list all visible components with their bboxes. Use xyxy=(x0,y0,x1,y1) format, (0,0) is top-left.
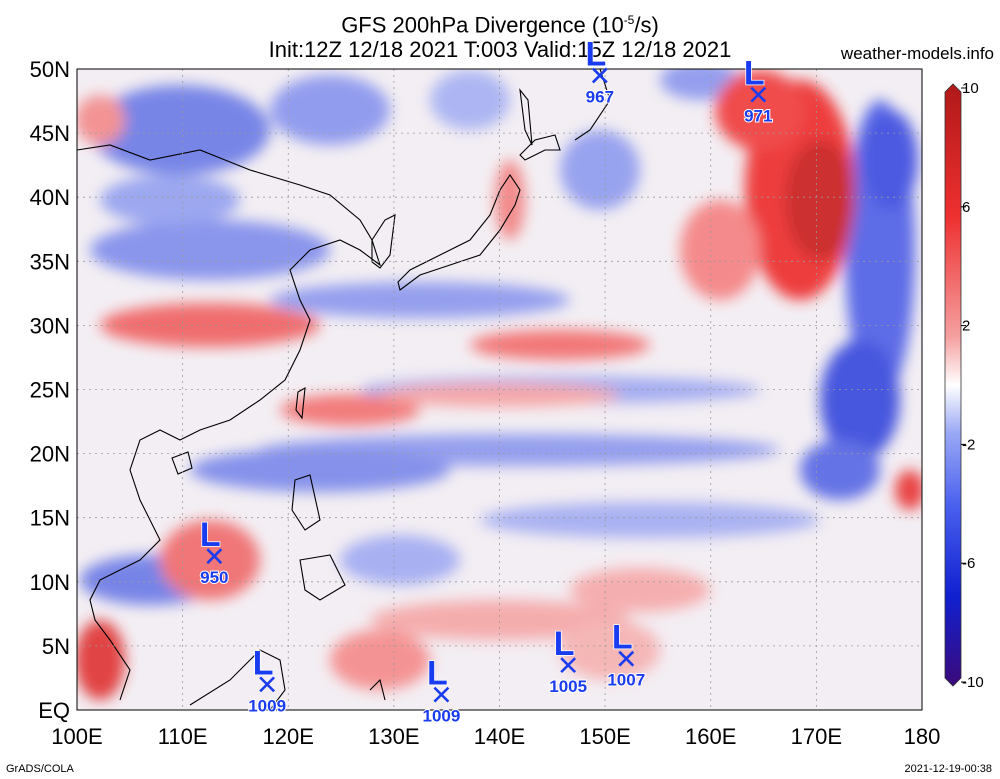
low-pressure-value: 967 xyxy=(586,87,614,106)
low-letter: L xyxy=(612,619,633,657)
asia-coast xyxy=(77,144,382,701)
low-letter: L xyxy=(200,516,221,554)
site-credit: weather-models.info xyxy=(840,44,994,63)
lat-label: 25N xyxy=(30,378,70,403)
lon-label: 120E xyxy=(263,724,314,749)
low-center-mark xyxy=(618,650,635,667)
plot-frame xyxy=(76,68,923,711)
lat-label: 35N xyxy=(30,249,70,274)
low-center-mark xyxy=(206,548,223,565)
footer-credit: GrADS/COLA xyxy=(6,763,74,775)
lat-label: 10N xyxy=(30,570,70,595)
low-letter: L xyxy=(744,55,765,93)
low-pressure-value: 1009 xyxy=(248,696,286,715)
low-pressure-value: 1009 xyxy=(422,707,460,726)
low-marker: L 1007 xyxy=(606,618,646,691)
low-marker: L 967 xyxy=(585,35,615,108)
luzon-coast xyxy=(291,474,321,531)
low-center-mark xyxy=(259,676,276,693)
low-letter: L xyxy=(253,644,274,682)
map-subtitle: Init:12Z 12/18 2021 T:003 Valid:15Z 12/1… xyxy=(268,37,732,62)
new-guinea-coast xyxy=(369,678,386,701)
low-letter: L xyxy=(427,655,448,693)
lon-label: 110E xyxy=(158,724,208,749)
borneo-coast xyxy=(189,649,286,710)
low-marker: L 1005 xyxy=(548,624,588,697)
low-center-mark xyxy=(560,657,577,674)
colorbar-label: 2 xyxy=(962,318,970,335)
lat-label: 45N xyxy=(30,121,70,146)
colorbar-label: 10 xyxy=(962,80,979,97)
low-center-mark xyxy=(750,86,767,103)
colorbar-bar xyxy=(944,83,962,687)
lat-label: 50N xyxy=(30,57,70,82)
low-marker: L 1009 xyxy=(421,654,461,727)
korea-coast xyxy=(371,214,396,269)
footer-timestamp: 2021-12-19-00:38 xyxy=(904,763,992,775)
lat-lon-grid xyxy=(77,69,922,710)
lat-label: 20N xyxy=(30,442,70,467)
low-pressure-value: 950 xyxy=(200,568,228,587)
colorbar-label: -10 xyxy=(962,674,984,691)
lon-axis-labels: 100E 110E 120E 130E 140E 150E 160E 170E 180 xyxy=(51,724,940,749)
kamchatka-coast xyxy=(574,69,611,141)
low-marker: L 1009 xyxy=(247,644,287,717)
low-pressure-value: 971 xyxy=(744,107,772,126)
colorbar: 10 6 2 -2 -6 -10 xyxy=(944,80,984,691)
lat-label: 40N xyxy=(30,185,70,210)
lat-label: EQ xyxy=(38,698,70,723)
lat-label: 30N xyxy=(30,313,70,338)
lon-label: 140E xyxy=(474,724,525,749)
lon-label: 150E xyxy=(579,724,630,749)
colorbar-label: -6 xyxy=(962,555,975,572)
lon-label: 160E xyxy=(685,724,736,749)
lon-label: 170E xyxy=(791,724,842,749)
philippines-south xyxy=(299,554,346,601)
hokkaido-coast xyxy=(519,134,561,161)
colorbar-labels: 10 6 2 -2 -6 -10 xyxy=(961,80,984,691)
coastlines xyxy=(77,69,611,710)
low-marker: L 950 xyxy=(199,515,229,588)
colorbar-label: -2 xyxy=(962,436,975,453)
low-letter: L xyxy=(585,35,606,73)
colorbar-label: 6 xyxy=(962,199,970,216)
low-center-mark xyxy=(433,686,450,703)
low-center-mark xyxy=(591,67,608,84)
divergence-field xyxy=(77,69,922,710)
taiwan-coast xyxy=(295,386,306,420)
low-pressure-markers: L 950 L 1009 L 1009 L 1005 L 1007 L 967 L 971 xyxy=(199,35,773,727)
lon-label: 130E xyxy=(368,724,419,749)
lon-label: 180 xyxy=(904,724,941,749)
sakhalin-coast xyxy=(519,88,533,146)
lon-label: 100E xyxy=(51,724,102,749)
japan-coast xyxy=(397,174,521,291)
low-marker: L 971 xyxy=(743,54,773,127)
lat-label: 5N xyxy=(42,634,70,659)
map-title: GFS 200hPa Divergence (10-5/s) xyxy=(341,12,659,38)
low-letter: L xyxy=(554,625,575,663)
low-pressure-value: 1007 xyxy=(607,671,645,690)
lat-axis-labels: 50N 45N 40N 35N 30N 25N 20N 15N 10N 5N EQ xyxy=(30,57,70,723)
low-pressure-value: 1005 xyxy=(549,677,587,696)
lat-label: 15N xyxy=(30,506,70,531)
